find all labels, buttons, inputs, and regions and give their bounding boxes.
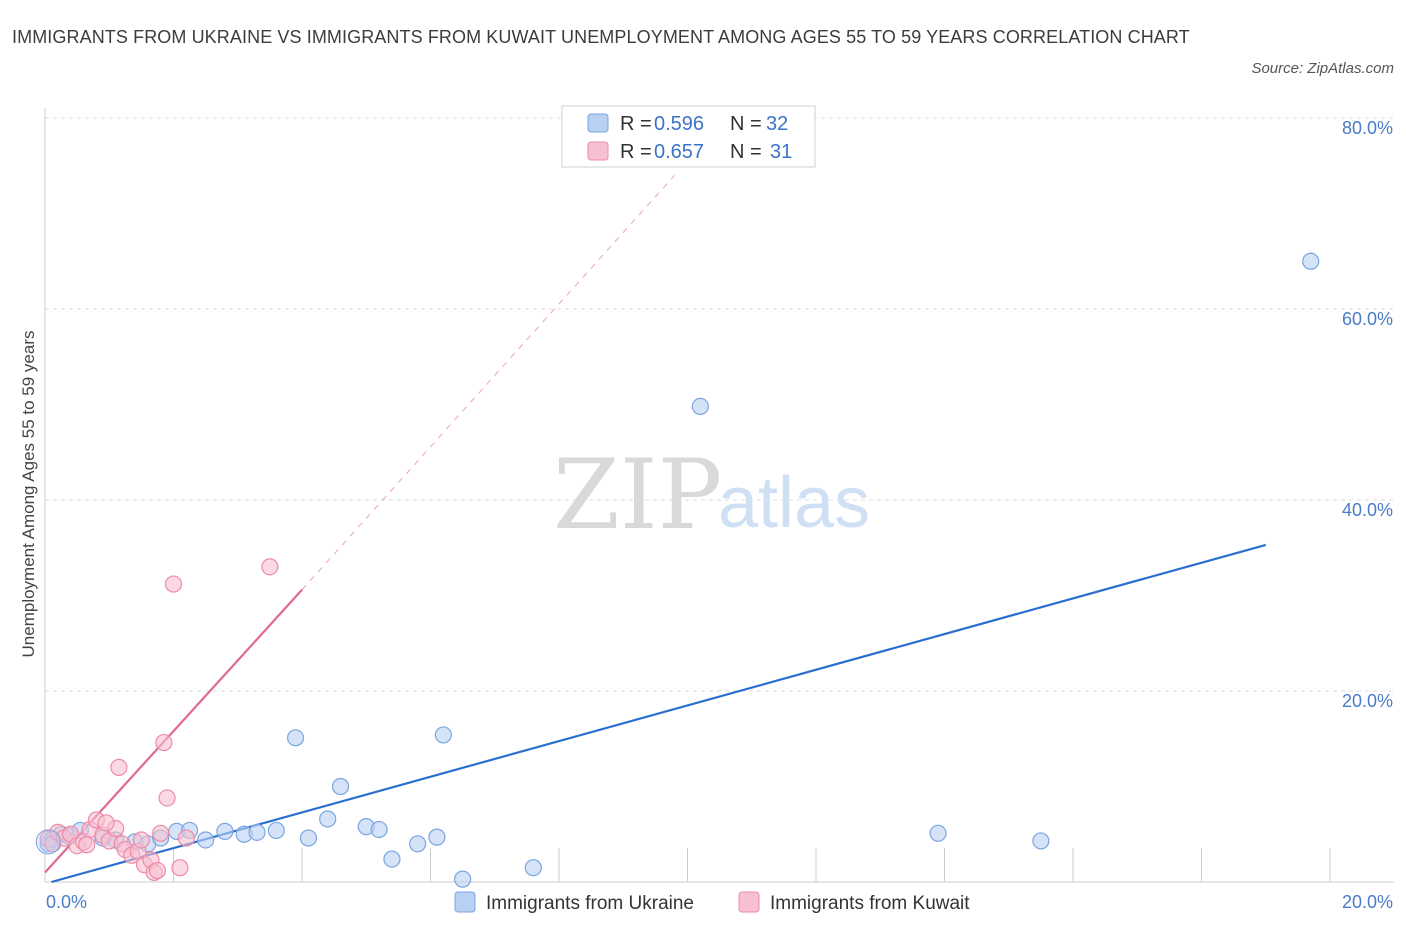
point-kuwait-27 <box>110 758 128 777</box>
y-tick-label-20: 20.0% <box>1342 691 1393 711</box>
point-ukraine-30 <box>929 824 947 842</box>
point-ukraine-13 <box>216 822 234 840</box>
axes <box>44 108 1394 883</box>
data-points <box>35 252 1320 888</box>
point-ukraine-22 <box>370 820 388 839</box>
legend-ukraine-n-label: N = <box>730 113 762 135</box>
y-tick-label-60: 60.0% <box>1342 309 1393 329</box>
legend-kuwait-n-label: N = <box>730 141 762 163</box>
point-cluster-origin <box>35 829 61 855</box>
point-kuwait-29 <box>97 814 115 832</box>
point-ukraine-20 <box>331 777 350 796</box>
point-ukraine-24 <box>409 835 427 853</box>
point-ukraine-16 <box>267 821 285 840</box>
legend-kuwait-r-value: 0.657 <box>654 141 704 163</box>
point-ukraine-19 <box>319 810 337 828</box>
watermark-zip: ZIP <box>553 439 722 551</box>
point-kuwait-22 <box>158 789 176 807</box>
bottom-legend-swatch-kuwait <box>738 891 760 913</box>
point-kuwait-20 <box>152 824 170 842</box>
bottom-legend: Immigrants from Ukraine Immigrants from … <box>454 891 970 914</box>
point-kuwait-23 <box>164 575 183 593</box>
y-axis-label: Unemployment Among Ages 55 to 59 years <box>19 331 38 658</box>
point-ukraine-29 <box>691 397 709 416</box>
point-kuwait-21 <box>155 733 173 752</box>
bottom-legend-label-kuwait: Immigrants from Kuwait <box>770 893 970 914</box>
chart-title: IMMIGRANTS FROM UKRAINE VS IMMIGRANTS FR… <box>12 27 1190 47</box>
legend-kuwait-r-label: R = <box>620 141 652 163</box>
point-ukraine-18 <box>299 829 318 847</box>
point-kuwait-28 <box>78 836 96 854</box>
trend-line-ukraine <box>51 543 1267 884</box>
legend-kuwait-n-value: 31 <box>770 141 792 163</box>
trend-line-dashed-kuwait <box>301 174 676 591</box>
point-ukraine-32 <box>1302 252 1320 270</box>
chart-source: Source: ZipAtlas.com <box>1251 60 1394 77</box>
point-kuwait-25 <box>177 829 195 847</box>
point-ukraine-12 <box>197 831 215 849</box>
legend-ukraine-r-value: 0.596 <box>654 113 704 135</box>
point-ukraine-23 <box>383 850 401 868</box>
bottom-legend-label-ukraine: Immigrants from Ukraine <box>486 893 694 914</box>
point-kuwait-26 <box>261 558 279 576</box>
x-tick-label-max: 20.0% <box>1342 892 1393 912</box>
legend: R = 0.596 N = 32 R = 0.657 N = 31 <box>561 105 816 168</box>
y-tick-label-80: 80.0% <box>1342 118 1393 138</box>
bottom-legend-swatch-ukraine <box>454 891 476 913</box>
watermark-atlas: atlas <box>718 463 870 543</box>
point-ukraine-27 <box>454 870 472 888</box>
legend-ukraine-n-value: 32 <box>766 113 788 135</box>
point-kuwait-30 <box>132 831 150 849</box>
grid <box>45 117 1394 692</box>
point-ukraine-15 <box>248 823 266 841</box>
point-kuwait-19 <box>148 861 167 880</box>
x-tick-label-min: 0.0% <box>46 892 87 912</box>
watermark: ZIP atlas <box>553 439 870 551</box>
legend-ukraine-r-label: R = <box>620 113 652 135</box>
point-ukraine-31 <box>1032 832 1050 850</box>
legend-swatch-ukraine <box>587 113 609 133</box>
tick-labels: 20.0% 40.0% 60.0% 80.0% 0.0% 20.0% <box>46 118 1393 912</box>
point-ukraine-28 <box>524 859 542 877</box>
point-kuwait-24 <box>171 859 189 877</box>
point-ukraine-17 <box>286 729 305 747</box>
y-tick-label-40: 40.0% <box>1342 500 1393 520</box>
point-ukraine-26 <box>434 726 452 744</box>
point-ukraine-25 <box>428 828 446 846</box>
legend-swatch-kuwait <box>587 141 609 161</box>
